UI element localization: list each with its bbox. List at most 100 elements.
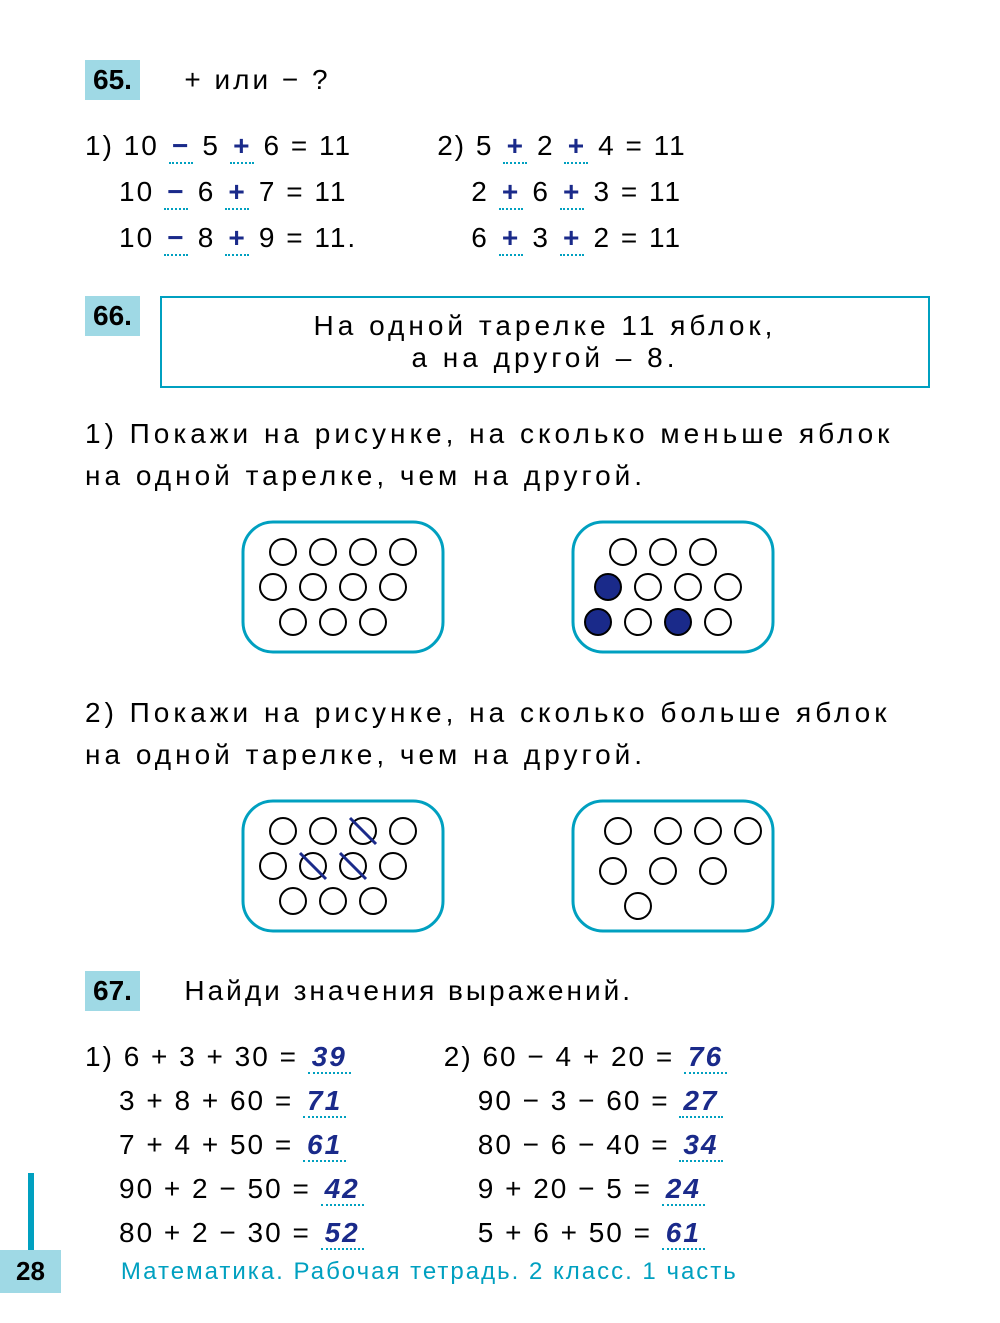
table-row: 5 + 6 + 50 = 61 (444, 1217, 727, 1249)
num: 2 (471, 176, 489, 207)
table-row: 7 + 4 + 50 = 61 (85, 1129, 364, 1161)
result: = 11 (621, 176, 682, 207)
expr: 60 − 4 + 20 = (482, 1041, 674, 1072)
ex65-prompt: + или − ? (184, 64, 330, 95)
plate-8-apples-marked (568, 517, 778, 657)
col-label: 1) (85, 1041, 114, 1072)
ex66-plates-row2 (85, 796, 930, 936)
table-row: 2) 60 − 4 + 20 = 76 (444, 1041, 727, 1073)
op-blank[interactable]: + (230, 130, 254, 164)
num: 9 (259, 222, 277, 253)
num: 2 (593, 222, 611, 253)
plate-11-crossed (238, 796, 448, 936)
result: = 11 (626, 130, 687, 161)
answer-blank[interactable]: 76 (684, 1041, 727, 1074)
answer-blank[interactable]: 34 (679, 1129, 722, 1162)
num: 5 (476, 130, 494, 161)
ex65-col1-row0: 1) 10 − 5 + 6 = 11 (85, 130, 357, 164)
num: 6 (532, 176, 550, 207)
op-blank[interactable]: − (164, 222, 188, 256)
ex66-plates-row1 (85, 517, 930, 657)
ex65-col2-row1: 2 + 6 + 3 = 11 (437, 176, 687, 210)
box-line2: а на другой – 8. (182, 342, 908, 374)
col-label: 1) (85, 130, 114, 161)
result: = 11. (286, 222, 357, 253)
op-blank[interactable]: + (225, 176, 249, 210)
num: 7 (259, 176, 277, 207)
num: 6 (264, 130, 282, 161)
op-blank[interactable]: − (169, 130, 193, 164)
expr: 80 − 6 − 40 = (478, 1129, 670, 1160)
ex67-col2: 2) 60 − 4 + 20 = 76 90 − 3 − 60 = 27 80 … (444, 1041, 727, 1249)
ex65-col2: 2) 5 + 2 + 4 = 11 2 + 6 + 3 = 11 6 + 3 +… (437, 130, 687, 256)
ex67-number: 67. (85, 971, 140, 1011)
table-row: 9 + 20 − 5 = 24 (444, 1173, 727, 1205)
table-row: 80 − 6 − 40 = 34 (444, 1129, 727, 1161)
ex65-col1-row2: 10 − 8 + 9 = 11. (85, 222, 357, 256)
num: 6 (198, 176, 216, 207)
page-number: 28 (0, 1250, 61, 1293)
op-blank[interactable]: + (225, 222, 249, 256)
op-blank[interactable]: + (560, 176, 584, 210)
answer-blank[interactable]: 52 (321, 1217, 364, 1250)
op-blank[interactable]: + (503, 130, 527, 164)
op-blank[interactable]: + (499, 176, 523, 210)
footer-title: Математика. Рабочая тетрадь. 2 класс. 1 … (121, 1258, 738, 1286)
plate-8-apples (568, 796, 778, 936)
num: 6 (471, 222, 489, 253)
table-row: 90 − 3 − 60 = 27 (444, 1085, 727, 1117)
op-blank[interactable]: + (560, 222, 584, 256)
box-line1: На одной тарелке 11 яблок, (182, 310, 908, 342)
ex67-col1: 1) 6 + 3 + 30 = 39 3 + 8 + 60 = 71 7 + 4… (85, 1041, 364, 1249)
op-blank[interactable]: + (499, 222, 523, 256)
table-row: 1) 6 + 3 + 30 = 39 (85, 1041, 364, 1073)
expr: 80 + 2 − 30 = (119, 1217, 311, 1248)
ex65-header: 65. + или − ? (85, 60, 930, 100)
ex65-col2-row0: 2) 5 + 2 + 4 = 11 (437, 130, 687, 164)
expr: 6 + 3 + 30 = (124, 1041, 298, 1072)
num: 3 (532, 222, 550, 253)
answer-blank[interactable]: 42 (321, 1173, 364, 1206)
expr: 9 + 20 − 5 = (478, 1173, 652, 1204)
answer-blank[interactable]: 39 (308, 1041, 351, 1074)
table-row: 3 + 8 + 60 = 71 (85, 1085, 364, 1117)
ex65-col1-row1: 10 − 6 + 7 = 11 (85, 176, 357, 210)
result: = 11 (621, 222, 682, 253)
ex67-equations: 1) 6 + 3 + 30 = 39 3 + 8 + 60 = 71 7 + 4… (85, 1041, 930, 1249)
ex65-equations: 1) 10 − 5 + 6 = 11 10 − 6 + 7 = 11 10 − … (85, 130, 930, 256)
result: = 11 (286, 176, 347, 207)
ex66-number: 66. (85, 296, 140, 336)
num: 8 (198, 222, 216, 253)
expr: 90 − 3 − 60 = (478, 1085, 670, 1116)
ex66-box: На одной тарелке 11 яблок, а на другой –… (160, 296, 930, 388)
op-blank[interactable]: − (164, 176, 188, 210)
answer-blank[interactable]: 61 (303, 1129, 346, 1162)
num: 10 (124, 130, 159, 161)
num: 10 (119, 222, 154, 253)
answer-blank[interactable]: 61 (662, 1217, 705, 1250)
ex67-prompt: Найди значения выражений. (184, 975, 633, 1006)
ex66-header: 66. На одной тарелке 11 яблок, а на друг… (85, 296, 930, 388)
answer-blank[interactable]: 24 (662, 1173, 705, 1206)
col-label: 2) (437, 130, 466, 161)
col-label: 2) (444, 1041, 473, 1072)
num: 3 (593, 176, 611, 207)
ex65-col2-row2: 6 + 3 + 2 = 11 (437, 222, 687, 256)
answer-blank[interactable]: 71 (303, 1085, 346, 1118)
plate-11-apples (238, 517, 448, 657)
num: 5 (202, 130, 220, 161)
result: = 11 (291, 130, 352, 161)
num: 4 (598, 130, 616, 161)
ex66-task1: 1) Покажи на рисунке, на сколько меньше … (85, 413, 930, 497)
num: 10 (119, 176, 154, 207)
expr: 90 + 2 − 50 = (119, 1173, 311, 1204)
ex65-col1: 1) 10 − 5 + 6 = 11 10 − 6 + 7 = 11 10 − … (85, 130, 357, 256)
ex66-task2: 2) Покажи на рисунке, на сколько больше … (85, 692, 930, 776)
expr: 5 + 6 + 50 = (478, 1217, 652, 1248)
table-row: 80 + 2 − 30 = 52 (85, 1217, 364, 1249)
answer-blank[interactable]: 27 (679, 1085, 722, 1118)
ex67-header: 67. Найди значения выражений. (85, 971, 930, 1011)
op-blank[interactable]: + (564, 130, 588, 164)
table-row: 90 + 2 − 50 = 42 (85, 1173, 364, 1205)
page-footer: 28 Математика. Рабочая тетрадь. 2 класс.… (0, 1250, 1000, 1293)
